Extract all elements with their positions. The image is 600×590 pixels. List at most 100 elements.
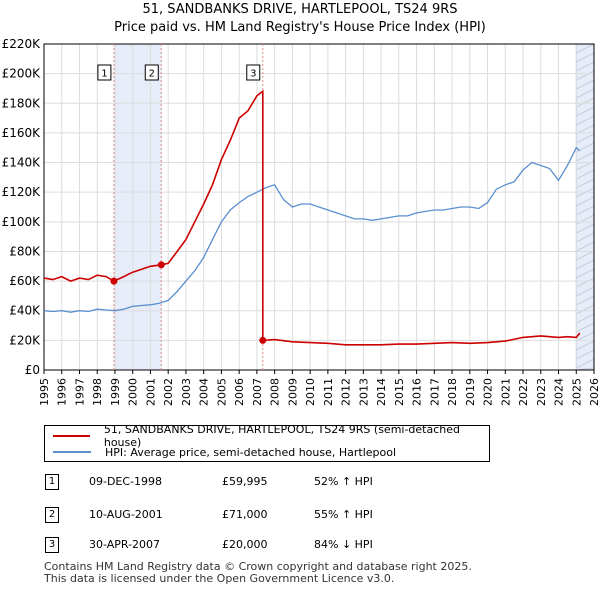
sale-point bbox=[157, 261, 165, 269]
shaded-region bbox=[113, 44, 162, 370]
x-tick-label: 2007 bbox=[251, 378, 264, 406]
transaction-number-box: 2 bbox=[45, 507, 59, 523]
hatch-line bbox=[576, 151, 595, 162]
y-tick-label: £160K bbox=[2, 126, 42, 140]
x-tick-label: 2018 bbox=[446, 378, 459, 406]
x-tick-label: 2001 bbox=[144, 378, 157, 406]
hatch-line bbox=[576, 277, 595, 288]
y-tick-label: £20K bbox=[9, 333, 41, 347]
x-tick-label: 1998 bbox=[91, 378, 104, 406]
hatch-line bbox=[576, 169, 595, 180]
hatch-line bbox=[576, 259, 595, 270]
x-tick-label: 2014 bbox=[375, 378, 388, 406]
legend-item-hpi: HPI: Average price, semi-detached house,… bbox=[53, 444, 396, 460]
x-tick-label: 2025 bbox=[570, 378, 583, 406]
transaction-hpi: 52% ↑ HPI bbox=[314, 475, 373, 488]
hatch-line bbox=[576, 97, 595, 108]
shaded-region bbox=[576, 44, 594, 370]
x-tick-label: 2008 bbox=[269, 378, 282, 406]
y-tick-label: £220K bbox=[2, 37, 42, 51]
legend-swatch-property bbox=[53, 435, 90, 437]
x-tick-label: 2011 bbox=[322, 378, 335, 406]
sale-point bbox=[259, 336, 267, 344]
hatch-line bbox=[576, 358, 595, 369]
y-tick-label: £60K bbox=[9, 274, 41, 288]
hatch-line bbox=[576, 295, 595, 306]
x-tick-label: 2022 bbox=[517, 378, 530, 406]
hatch-line bbox=[576, 286, 595, 297]
y-tick-label: £100K bbox=[2, 215, 42, 229]
footer-licence: This data is licensed under the Open Gov… bbox=[44, 572, 395, 585]
hatch-line bbox=[576, 52, 595, 63]
hatch-line bbox=[576, 322, 595, 333]
legend-label-property: 51, SANDBANKS DRIVE, HARTLEPOOL, TS24 9R… bbox=[103, 423, 461, 449]
plot-border bbox=[43, 43, 595, 371]
y-tick-label: £200K bbox=[2, 67, 42, 81]
x-tick-label: 2020 bbox=[482, 378, 495, 406]
x-tick-label: 2000 bbox=[127, 378, 140, 406]
marker-label: 3 bbox=[250, 69, 256, 80]
hatch-line bbox=[576, 196, 595, 207]
hatch-line bbox=[576, 223, 595, 234]
hatch-line bbox=[576, 106, 595, 117]
transaction-hpi: 55% ↑ HPI bbox=[314, 508, 373, 521]
hatch-line bbox=[576, 268, 595, 279]
transaction-hpi: 84% ↓ HPI bbox=[314, 538, 373, 551]
chart-title-line2: Price paid vs. HM Land Registry's House … bbox=[114, 20, 486, 35]
hatch-line bbox=[576, 250, 595, 261]
x-tick-label: 2005 bbox=[215, 378, 228, 406]
sale-point bbox=[110, 277, 118, 285]
marker-label-box bbox=[144, 64, 159, 81]
x-tick-label: 2015 bbox=[393, 378, 406, 406]
price-chart: £0 £20K £40K £60K £80K £100K £120K £140K £160K £1… bbox=[2, 37, 600, 406]
x-tick-label: 1996 bbox=[56, 378, 69, 406]
transaction-price: £20,000 bbox=[222, 538, 268, 551]
hatch-line bbox=[576, 304, 595, 315]
hatch-line bbox=[576, 214, 595, 225]
x-tick-label: 2024 bbox=[553, 378, 566, 406]
x-tick-label: 2003 bbox=[180, 378, 193, 406]
marker-label: 1 bbox=[101, 69, 107, 80]
x-tick-label: 2010 bbox=[304, 378, 317, 406]
x-tick-label: 2017 bbox=[428, 378, 441, 406]
marker-label-box bbox=[246, 64, 261, 81]
hpi-line bbox=[43, 146, 581, 313]
x-tick-label: 2004 bbox=[198, 378, 211, 406]
hatch-line bbox=[576, 349, 595, 360]
y-tick-label: £180K bbox=[2, 96, 42, 110]
hatch-line bbox=[576, 313, 595, 324]
x-tick-label: 2023 bbox=[535, 378, 548, 406]
x-tick-label: 1995 bbox=[38, 378, 51, 406]
chart-title-line1: 51, SANDBANKS DRIVE, HARTLEPOOL, TS24 9R… bbox=[142, 2, 458, 17]
hatch-line bbox=[576, 70, 595, 81]
hatch-line bbox=[576, 178, 595, 189]
x-tick-label: 1999 bbox=[109, 378, 122, 406]
legend: 51, SANDBANKS DRIVE, HARTLEPOOL, TS24 9R… bbox=[44, 423, 490, 462]
y-tick-label: £40K bbox=[9, 304, 41, 318]
legend-item-property: 51, SANDBANKS DRIVE, HARTLEPOOL, TS24 9R… bbox=[53, 423, 489, 449]
transaction-date: 09-DEC-1998 bbox=[89, 475, 163, 488]
legend-label-hpi: HPI: Average price, semi-detached house,… bbox=[105, 445, 397, 459]
x-tick-label: 2009 bbox=[286, 378, 299, 406]
transaction-date: 30-APR-2007 bbox=[89, 538, 161, 551]
marker-label: 2 bbox=[149, 69, 155, 80]
hatch-line bbox=[576, 133, 595, 144]
x-tick-label: 2021 bbox=[499, 378, 512, 406]
transaction-number-box: 3 bbox=[45, 537, 59, 553]
legend-swatch-hpi bbox=[53, 451, 91, 453]
marker-label-box bbox=[97, 64, 112, 81]
y-tick-label: £140K bbox=[2, 156, 42, 170]
hatch-line bbox=[576, 61, 595, 72]
y-tick-label: £120K bbox=[2, 185, 42, 199]
hatch-line bbox=[576, 241, 595, 252]
hatch-line bbox=[576, 331, 595, 342]
transaction-price: £59,995 bbox=[222, 475, 268, 488]
y-tick-label: £0 bbox=[25, 363, 40, 377]
x-tick-label: 2002 bbox=[162, 378, 175, 406]
hatch-line bbox=[576, 79, 595, 90]
hatch-line bbox=[576, 232, 595, 243]
footer-copyright: Contains HM Land Registry data © Crown c… bbox=[44, 560, 472, 573]
x-tick-label: 2006 bbox=[233, 378, 246, 406]
transaction-price: £71,000 bbox=[222, 508, 268, 521]
x-tick-label: 2019 bbox=[464, 378, 477, 406]
